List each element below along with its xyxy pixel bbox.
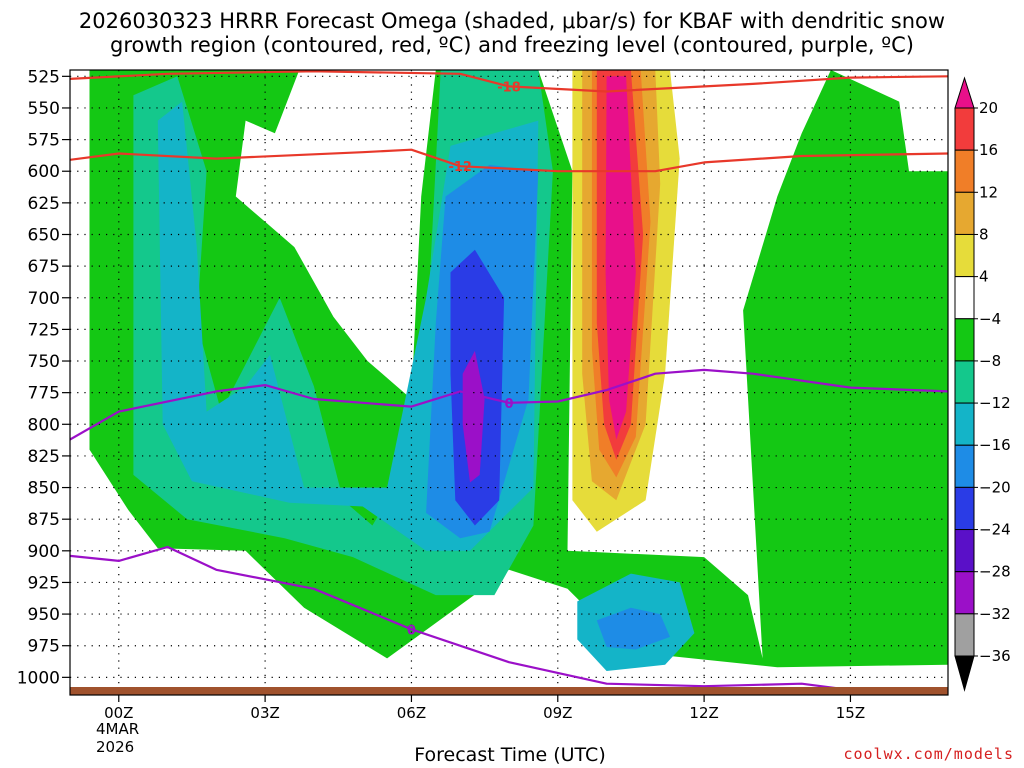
freezing-contour-line-0 [70, 368, 948, 441]
xtick-label-00Z: 00Z [104, 704, 133, 722]
colorbar-label-13: −36 [979, 647, 1011, 665]
colorbar-label-8: −16 [979, 436, 1011, 454]
dgz-contour-label-0: -18 [497, 80, 521, 95]
colorbar-label-10: −24 [979, 521, 1011, 539]
colorbar-swatch-0 [954, 107, 975, 151]
ytick-label-575: 575 [28, 131, 60, 151]
colorbar-label-6: −8 [979, 352, 1001, 370]
colorbar-label-11: −28 [979, 563, 1011, 581]
xtick-label-12Z: 12Z [689, 704, 718, 722]
colorbar-label-5: −4 [979, 310, 1001, 328]
omega-region-12 [596, 607, 670, 650]
colorbar-swatch-5 [954, 318, 975, 362]
date-label-day: 4MAR [96, 720, 140, 738]
colorbar-swatch-7 [954, 402, 975, 446]
chart-title-line1: 2026030323 HRRR Forecast Omega (shaded, … [78, 9, 946, 33]
ytick-label-700: 700 [28, 289, 60, 309]
x-axis: 00Z 03Z 06Z 09Z 12Z 15Z [104, 695, 865, 722]
colorbar-label-1: 16 [979, 141, 998, 159]
colorbar-swatch-10 [954, 529, 975, 573]
colorbar-label-7: −12 [979, 394, 1011, 412]
colorbar-top-arrow [954, 76, 975, 109]
ytick-label-975: 975 [28, 637, 60, 657]
freezing-contour-line-1 [70, 545, 851, 690]
colorbar-swatch-8 [954, 444, 975, 488]
ground-surface [70, 687, 948, 695]
omega-region-10 [605, 76, 636, 440]
xtick-label-06Z: 06Z [397, 704, 426, 722]
freezing-contour-label-1: 0 [407, 623, 416, 638]
colorbar-label-0: 20 [979, 99, 998, 117]
gridlines [70, 70, 948, 690]
date-label-year: 2026 [96, 738, 135, 756]
colorbar-label-3: 8 [979, 225, 989, 243]
ytick-label-925: 925 [28, 573, 60, 593]
colorbar-swatch-12 [954, 613, 975, 657]
colorbar: 20 16 12 8 4 −4 −8 −12 −16 −20 −24 −28 −32 −36 [954, 76, 1011, 692]
freezing-contour-label-0: 0 [504, 397, 513, 412]
ytick-label-625: 625 [28, 194, 60, 214]
colorbar-swatch-11 [954, 571, 975, 615]
x-axis-title: Forecast Time (UTC) [414, 744, 606, 766]
ytick-label-850: 850 [28, 479, 60, 499]
plot-frame [69, 69, 949, 696]
colorbar-swatch-1 [954, 149, 975, 193]
colorbar-swatch-6 [954, 360, 975, 404]
ytick-label-750: 750 [28, 352, 60, 372]
contour-lines: -18 -12 0 0 [70, 70, 948, 690]
ytick-label-525: 525 [28, 67, 60, 87]
dgz-contour-label-1: -12 [448, 160, 472, 175]
colorbar-swatch-9 [954, 486, 975, 531]
colorbar-bottom-arrow [954, 655, 975, 692]
colorbar-swatch-3 [954, 233, 975, 278]
colorbar-label-4: 4 [979, 268, 989, 286]
ytick-label-550: 550 [28, 99, 60, 119]
ytick-label-900: 900 [28, 542, 60, 562]
ytick-label-600: 600 [28, 162, 60, 182]
y-axis: 525 550 575 600 625 650 675 700 725 750 775 800 825 8… [17, 67, 70, 688]
ytick-label-825: 825 [28, 447, 60, 467]
colorbar-label-9: −20 [979, 478, 1011, 496]
ytick-label-950: 950 [28, 605, 60, 625]
ytick-label-775: 775 [28, 384, 60, 404]
colorbar-label-2: 12 [979, 183, 998, 201]
omega-region-5 [462, 350, 485, 483]
colorbar-swatch-2 [954, 191, 975, 235]
xtick-label-09Z: 09Z [543, 704, 572, 722]
xtick-label-03Z: 03Z [250, 704, 279, 722]
dgz-contour-line-0 [70, 70, 948, 93]
chart-title-line2: growth region (contoured, red, ºC) and f… [110, 33, 914, 57]
ytick-label-875: 875 [28, 510, 60, 530]
omega-shading [89, 70, 948, 671]
colorbar-swatch-4 [954, 276, 975, 320]
ytick-label-675: 675 [28, 257, 60, 277]
ytick-label-1000: 1000 [17, 668, 60, 688]
ytick-label-800: 800 [28, 415, 60, 435]
ytick-label-650: 650 [28, 225, 60, 245]
dgz-contour-line-1 [70, 148, 948, 173]
site-credit: coolwx.com/models [843, 745, 1014, 763]
colorbar-label-12: −32 [979, 605, 1011, 623]
ytick-label-725: 725 [28, 320, 60, 340]
xtick-label-15Z: 15Z [836, 704, 865, 722]
